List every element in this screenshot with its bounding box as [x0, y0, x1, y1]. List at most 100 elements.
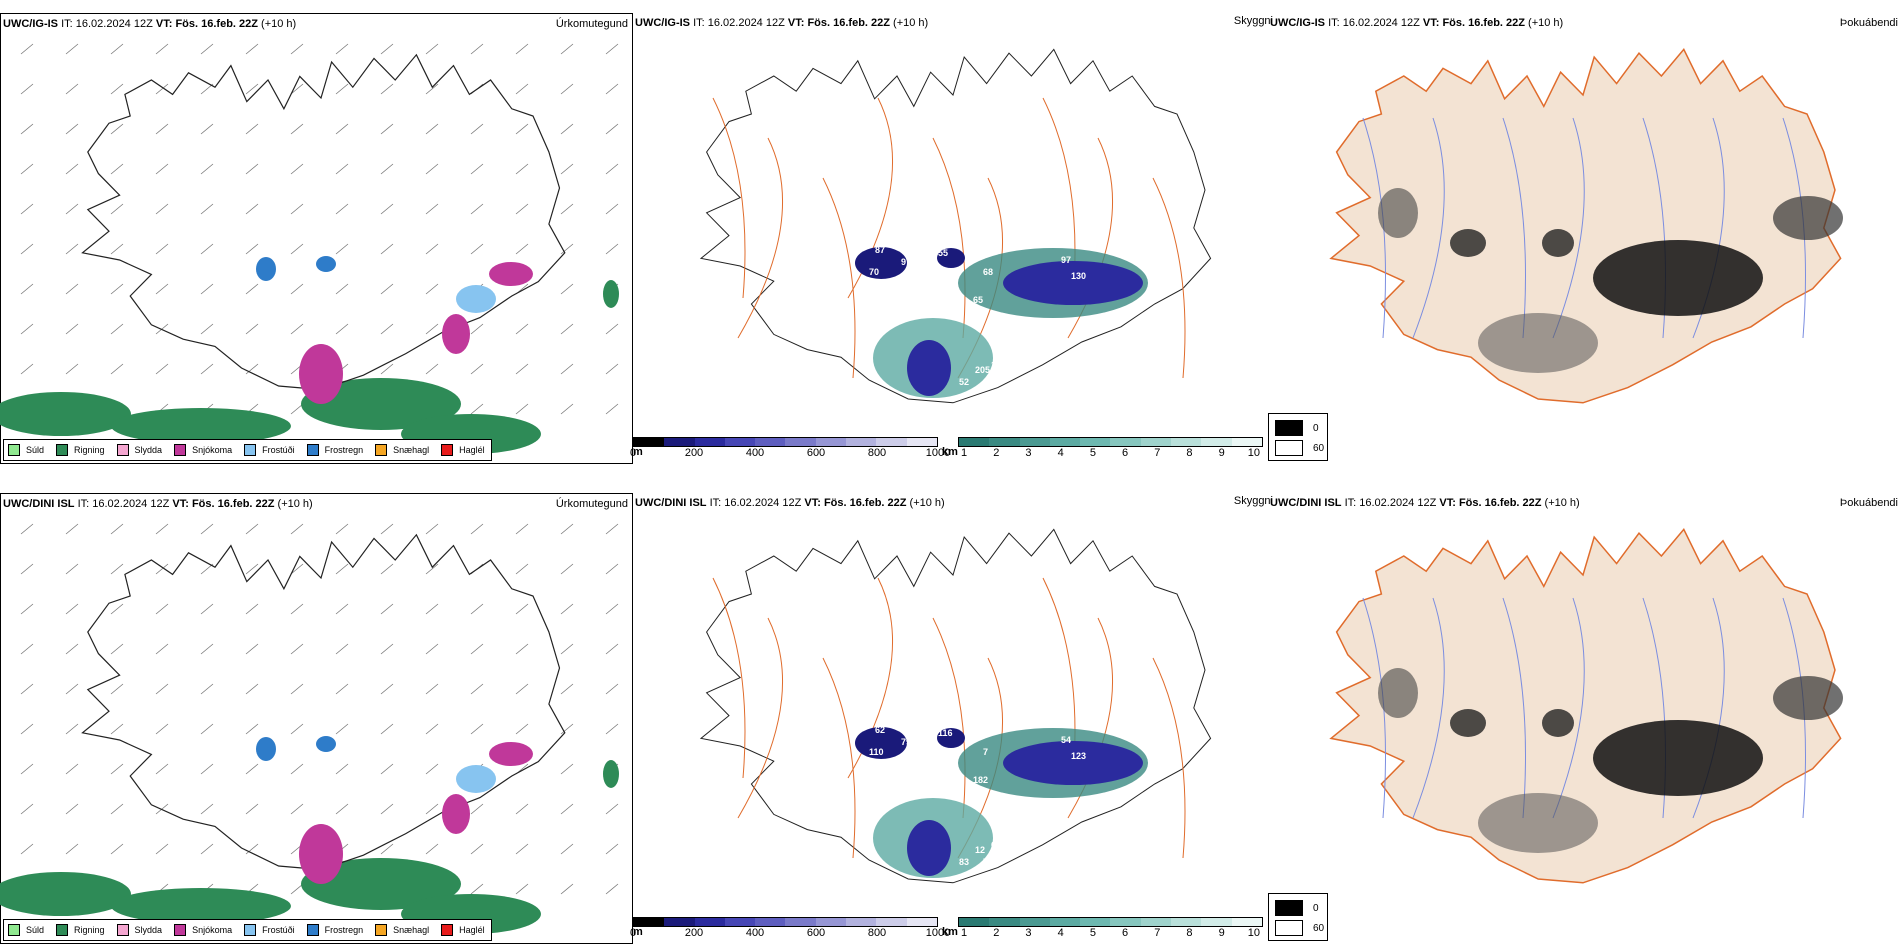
wind-barb — [290, 83, 304, 95]
wind-barb — [470, 243, 484, 255]
wind-barb — [65, 283, 79, 295]
colorbar-tick: 600 — [806, 927, 826, 939]
wind-barb — [335, 723, 349, 735]
rain-area — [0, 872, 131, 916]
wind-barb — [290, 723, 304, 735]
river-line — [1552, 597, 1585, 819]
colorbar-tick: 5 — [1089, 927, 1096, 939]
wind-barb — [470, 403, 484, 415]
wind-barb — [20, 523, 34, 535]
legend-item: Snjókoma — [174, 444, 232, 456]
wind-barb — [380, 763, 394, 775]
ceiling-value-label: 65 — [973, 295, 983, 305]
iceland-outline — [81, 533, 566, 871]
legend-item: Rigning — [56, 444, 105, 456]
wind-barb — [290, 323, 304, 335]
legend-item: Slydda — [116, 924, 162, 936]
wind-barb — [380, 803, 394, 815]
wind-barb — [335, 83, 349, 95]
colorbar-tick: 4 — [1057, 927, 1064, 939]
colorbar-tick: 2 — [993, 447, 1000, 459]
colorbar-segment — [815, 918, 847, 926]
wind-barb — [200, 323, 214, 335]
wind-barb — [200, 203, 214, 215]
legend-item: Haglél — [441, 444, 485, 456]
wind-barb — [605, 803, 619, 815]
wind-barb — [425, 723, 439, 735]
wind-barb — [425, 43, 439, 55]
ceiling-value-label: 22 — [999, 335, 1009, 345]
rain-area — [0, 392, 131, 436]
wind-barb — [110, 43, 124, 55]
wind-barb — [155, 163, 169, 175]
wind-barb — [470, 723, 484, 735]
wind-barb — [110, 83, 124, 95]
colorbar-segment — [1231, 438, 1262, 446]
fog-area — [1478, 313, 1598, 373]
river-line — [1412, 117, 1445, 339]
wind-barb — [290, 763, 304, 775]
colorbar-segment — [1140, 918, 1172, 926]
wind-barb — [515, 403, 529, 415]
legend-label: Frostregn — [324, 925, 364, 935]
wind-barb — [65, 123, 79, 135]
colorbar-tick: 6 — [1122, 447, 1129, 459]
ceiling-value-label: 76 — [983, 857, 993, 867]
road-line — [1152, 657, 1186, 859]
colorbar-tick: 1000 — [925, 927, 951, 939]
wind-barb — [110, 683, 124, 695]
wind-barb — [335, 803, 349, 815]
colorbar-segment — [846, 438, 877, 446]
fog-area — [1593, 240, 1763, 316]
fog-legend-bottom: 0 60 — [1268, 893, 1328, 941]
wind-barb — [515, 123, 529, 135]
ceiling-value-label: 25 — [993, 825, 1003, 835]
wind-barb — [155, 643, 169, 655]
wind-barb — [560, 323, 574, 335]
colorbar-tick: 0 — [629, 927, 637, 939]
wind-barb — [200, 723, 214, 735]
colorbar-tick: 800 — [867, 447, 887, 459]
wind-barb — [425, 803, 439, 815]
wind-barb — [425, 603, 439, 615]
wind-barb — [65, 643, 79, 655]
colorbar-segment — [694, 918, 725, 926]
colorbar-tick: 9 — [1218, 927, 1225, 939]
colorbar-segment — [959, 438, 990, 446]
wind-barb — [335, 243, 349, 255]
wind-barb — [380, 843, 394, 855]
legend-label: Súld — [26, 445, 45, 455]
legend-item: Snæhagl — [375, 924, 429, 936]
wind-barb — [155, 603, 169, 615]
wind-barb — [380, 43, 394, 55]
wind-barb — [20, 323, 34, 335]
wind-barb — [110, 603, 124, 615]
snow-area — [299, 824, 343, 884]
wind-barb — [380, 203, 394, 215]
wind-barb — [515, 43, 529, 55]
rain-area — [603, 280, 619, 308]
wind-barb — [245, 763, 259, 775]
rain-area — [111, 888, 291, 924]
colorbar-tick: 4 — [1057, 447, 1064, 459]
wind-barb — [290, 683, 304, 695]
wind-barb — [245, 643, 259, 655]
wind-barb — [515, 203, 529, 215]
fog-legend-low-bottom: 0 — [1313, 902, 1319, 914]
fog-area — [1450, 229, 1486, 257]
wind-barb — [380, 283, 394, 295]
wind-barb — [290, 43, 304, 55]
colorbar-segment — [724, 438, 756, 446]
ceiling-value-label: 62 — [875, 725, 885, 735]
legend-item: Frostregn — [306, 444, 363, 456]
ceiling-area — [907, 820, 951, 876]
wind-barb — [605, 723, 619, 735]
wind-barb — [110, 723, 124, 735]
colorbar-tick: 10 — [1247, 447, 1260, 459]
wind-barb — [470, 683, 484, 695]
freezing-rain-area — [316, 256, 336, 272]
wind-barb — [20, 803, 34, 815]
wind-barb — [245, 803, 259, 815]
ceiling-value-label: 110 — [869, 747, 884, 757]
ceiling-unit: m — [633, 446, 643, 458]
